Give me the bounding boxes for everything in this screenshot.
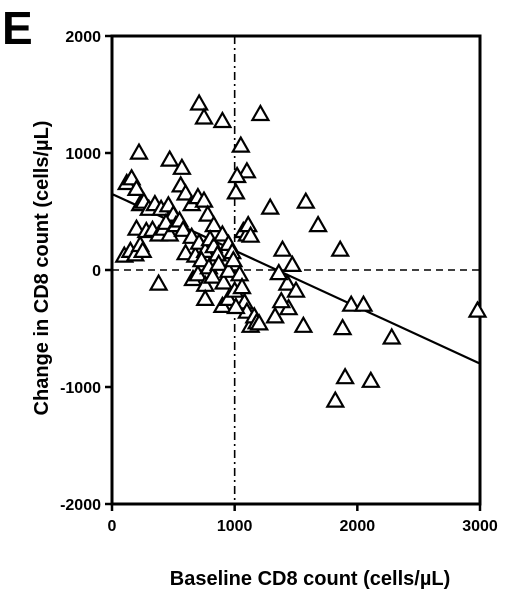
data-point bbox=[159, 224, 180, 242]
data-point bbox=[277, 273, 298, 291]
data-point bbox=[212, 110, 233, 129]
data-point bbox=[341, 294, 362, 312]
x-axis-ticks: 0 1000 2000 3000 bbox=[108, 504, 498, 535]
data-point bbox=[226, 296, 246, 315]
y-tick-label: 1000 bbox=[65, 146, 101, 163]
data-point bbox=[129, 142, 149, 160]
data-point bbox=[126, 178, 147, 196]
data-point bbox=[223, 249, 244, 268]
data-point bbox=[249, 313, 270, 331]
data-point bbox=[194, 190, 214, 208]
data-point bbox=[353, 294, 374, 312]
data-point bbox=[335, 366, 355, 385]
x-tick-label: 2000 bbox=[340, 518, 376, 535]
data-point bbox=[272, 239, 293, 257]
x-tick-label: 3000 bbox=[462, 518, 498, 535]
plot-area bbox=[110, 34, 488, 506]
data-point bbox=[265, 306, 285, 324]
data-point bbox=[203, 214, 224, 233]
data-point bbox=[194, 107, 214, 125]
data-point bbox=[172, 157, 192, 175]
data-point bbox=[250, 103, 271, 122]
data-point bbox=[218, 288, 239, 306]
data-point bbox=[213, 272, 234, 290]
data-point bbox=[191, 249, 212, 268]
data-point bbox=[212, 224, 233, 242]
data-point bbox=[226, 182, 246, 200]
data-point bbox=[175, 183, 196, 201]
x-axis-title: Baseline CD8 count (cells/µL) bbox=[170, 568, 450, 590]
data-point bbox=[271, 290, 292, 309]
y-tick-label: -1000 bbox=[60, 380, 101, 397]
x-tick-label: 1000 bbox=[217, 518, 253, 535]
data-point bbox=[330, 239, 351, 257]
data-point bbox=[293, 315, 314, 333]
data-point bbox=[230, 135, 251, 153]
data-point bbox=[260, 197, 281, 215]
data-point bbox=[332, 317, 353, 336]
data-point bbox=[208, 253, 229, 271]
data-point bbox=[197, 204, 218, 222]
data-point bbox=[240, 225, 261, 243]
data-point bbox=[282, 254, 303, 272]
data-point bbox=[148, 273, 169, 291]
y-axis-title: Change in CD8 count (cells/µL) bbox=[31, 121, 53, 416]
data-point bbox=[325, 390, 346, 408]
y-axis-ticks: 2000 1000 0 -1000 -2000 bbox=[60, 29, 112, 514]
data-point bbox=[227, 165, 247, 184]
data-point bbox=[237, 161, 257, 179]
data-point bbox=[268, 262, 289, 281]
data-point bbox=[132, 240, 153, 258]
data-point bbox=[202, 266, 223, 284]
data-point bbox=[195, 288, 216, 306]
data-point bbox=[189, 93, 209, 111]
data-point bbox=[229, 264, 250, 282]
data-point bbox=[295, 191, 316, 209]
x-tick-label: 0 bbox=[108, 518, 117, 535]
data-point bbox=[467, 300, 488, 318]
data-point bbox=[173, 219, 193, 237]
y-tick-label: 2000 bbox=[65, 29, 101, 46]
data-point bbox=[308, 214, 328, 233]
data-point bbox=[286, 280, 306, 298]
data-point bbox=[360, 370, 381, 388]
data-point bbox=[232, 276, 252, 295]
data-point bbox=[218, 260, 239, 278]
y-tick-label: -2000 bbox=[60, 497, 101, 514]
panel-label: E bbox=[2, 2, 33, 54]
y-tick-label: 0 bbox=[92, 263, 101, 280]
data-point bbox=[159, 149, 180, 167]
data-point bbox=[381, 327, 402, 345]
